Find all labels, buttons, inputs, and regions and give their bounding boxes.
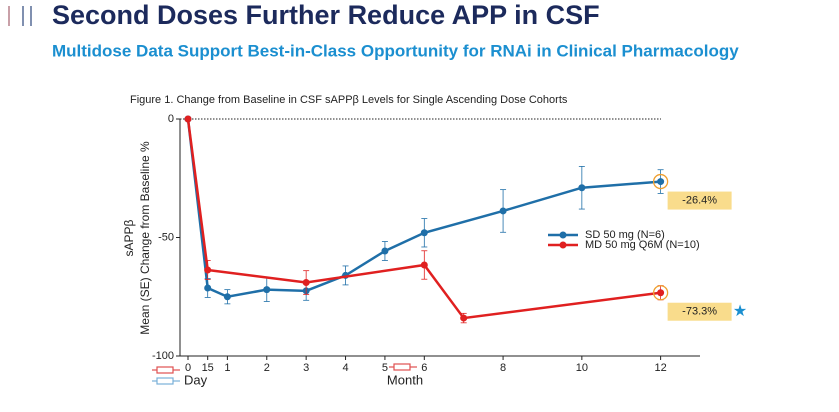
y-axis-label: sAPPβ (122, 219, 136, 256)
y-tick-label: -100 (152, 350, 174, 362)
data-point (460, 314, 468, 322)
value-label: -26.4% (682, 194, 717, 206)
syringe-icon (389, 363, 417, 371)
x-tick-label: 1 (224, 362, 230, 374)
data-point (578, 184, 586, 192)
legend-label: MD 50 mg Q6M (N=10) (585, 239, 700, 251)
x-axis-label: Day (184, 372, 208, 387)
value-label-box (667, 302, 732, 321)
x-tick-label: 15 (202, 362, 214, 374)
star-icon: ★ (733, 303, 747, 320)
highlight-ring (652, 173, 669, 190)
highlight-ring (652, 285, 669, 301)
x-tick-label: 4 (342, 362, 348, 374)
x-tick-label: 2 (264, 362, 270, 374)
data-point (263, 286, 271, 294)
figure-caption: Figure 1. Change from Baseline in CSF sA… (130, 94, 568, 106)
syringe-icon (152, 377, 180, 385)
x-tick-label: 3 (303, 362, 309, 374)
legend-label: SD 50 mg (N=6) (585, 229, 665, 241)
data-point (204, 284, 212, 292)
x-axis-label: Month (387, 372, 423, 387)
data-point (420, 261, 428, 269)
syringe-icon (152, 366, 180, 374)
header-bar (30, 6, 32, 26)
x-tick-label: 10 (576, 362, 588, 374)
x-tick-label: 6 (421, 362, 427, 374)
value-label-box (667, 191, 732, 210)
header-bar (22, 6, 24, 26)
value-label: -73.3% (682, 306, 717, 318)
y-axis-label: Mean (SE) Change from Baseline % (138, 141, 152, 335)
data-point (204, 266, 212, 274)
x-tick-label: 5 (382, 362, 388, 374)
data-point (499, 207, 507, 215)
data-point (657, 178, 665, 186)
x-tick-label: 8 (500, 362, 506, 374)
x-tick-label: 12 (654, 362, 666, 374)
data-point (302, 279, 310, 287)
x-tick-label: 0 (185, 362, 191, 374)
y-tick-label: 0 (168, 113, 174, 125)
slide-title: Second Doses Further Reduce APP in CSF (52, 0, 600, 30)
series-line (186, 118, 661, 320)
header-bar (8, 6, 10, 26)
legend-marker (559, 241, 567, 249)
data-point (184, 115, 192, 123)
data-point (657, 289, 665, 297)
legend-marker (559, 231, 567, 239)
data-point (223, 293, 231, 301)
data-point (420, 229, 428, 237)
slide-subtitle: Multidose Data Support Best-in-Class Opp… (52, 41, 739, 60)
y-tick-label: -50 (158, 231, 174, 243)
data-point (381, 247, 389, 255)
